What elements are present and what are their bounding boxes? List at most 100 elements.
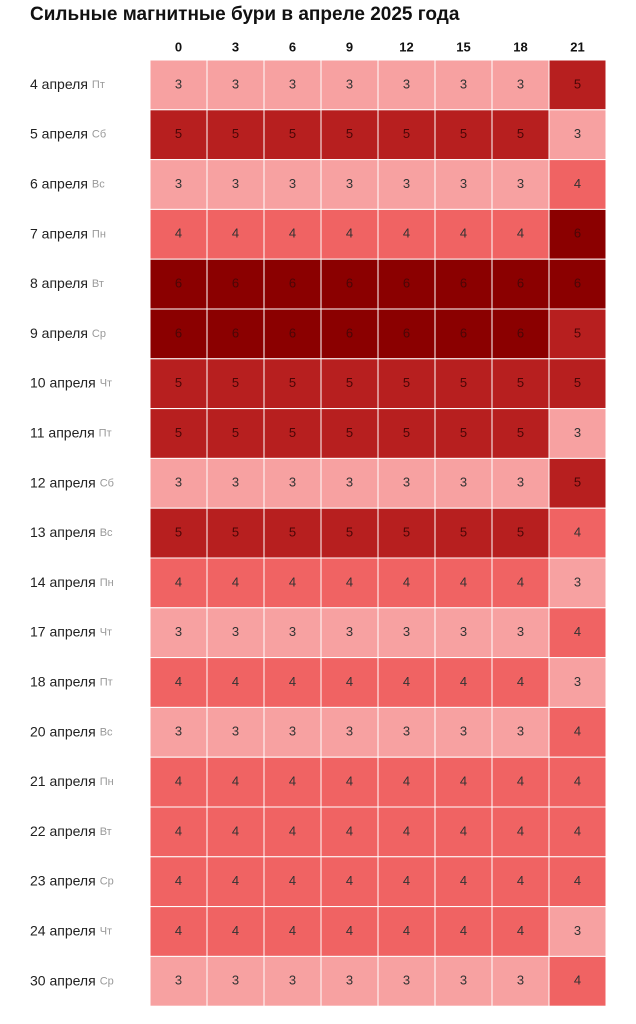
row-weekday: Ср — [100, 975, 114, 987]
heat-cell — [320, 109, 379, 161]
heat-cell — [149, 706, 208, 758]
cell-value: 5 — [232, 525, 239, 540]
row-label: 21 апреля Пн — [30, 773, 114, 789]
cell-value: 5 — [175, 375, 182, 390]
cell-value: 4 — [289, 923, 296, 938]
cell-value: 6 — [289, 276, 296, 291]
cell-value: 3 — [460, 176, 467, 191]
heat-cell — [491, 358, 550, 410]
heat-cell — [548, 159, 607, 210]
heat-cell — [206, 557, 265, 609]
cell-value: 4 — [175, 774, 182, 789]
cell-value: 4 — [574, 873, 581, 888]
cell-value: 3 — [403, 176, 410, 191]
cell-value: 4 — [289, 574, 296, 589]
row-date: 22 апреля — [30, 823, 96, 839]
column-header: 9 — [346, 39, 353, 54]
cell-value: 4 — [232, 574, 239, 589]
row-weekday: Вт — [92, 278, 104, 290]
row-label: 4 апреля Пт — [30, 76, 105, 92]
cell-value: 4 — [574, 525, 581, 540]
cell-value: 3 — [460, 973, 467, 988]
row-date: 18 апреля — [30, 673, 96, 689]
cell-value: 4 — [517, 674, 524, 689]
heat-cell — [491, 955, 550, 1007]
cell-value: 6 — [346, 276, 353, 291]
cell-value: 5 — [460, 525, 467, 540]
row-date: 13 апреля — [30, 524, 96, 540]
cell-value: 3 — [232, 724, 239, 739]
row-label: 12 апреля Сб — [30, 474, 114, 490]
cell-value: 3 — [346, 76, 353, 91]
heat-cell — [149, 59, 208, 111]
cell-value: 4 — [460, 674, 467, 689]
cell-value: 3 — [289, 973, 296, 988]
heat-cell — [434, 756, 493, 808]
cell-value: 4 — [403, 873, 410, 888]
row-date: 20 апреля — [30, 723, 96, 739]
row-date: 7 апреля — [30, 225, 88, 241]
cell-value: 4 — [460, 823, 467, 838]
cell-value: 6 — [574, 226, 581, 241]
cell-value: 5 — [175, 126, 182, 141]
cell-value: 6 — [232, 325, 239, 340]
cell-value: 4 — [289, 823, 296, 838]
row-label: 6 апреля Вс — [30, 175, 105, 191]
heat-cell — [206, 657, 265, 708]
heat-cell — [491, 308, 550, 360]
heat-cell — [206, 109, 265, 161]
row-weekday: Вт — [100, 826, 112, 838]
heat-cell — [434, 457, 493, 509]
column-header: 3 — [232, 39, 239, 54]
cell-value: 6 — [517, 276, 524, 291]
cell-value: 5 — [289, 525, 296, 540]
cell-value: 3 — [175, 475, 182, 490]
cell-value: 4 — [289, 873, 296, 888]
cell-value: 4 — [232, 674, 239, 689]
cell-value: 4 — [460, 226, 467, 241]
heat-cell — [206, 159, 265, 210]
heat-cell — [263, 607, 322, 659]
cell-value: 4 — [289, 674, 296, 689]
row-date: 12 апреля — [30, 474, 96, 490]
cell-value: 4 — [232, 873, 239, 888]
cell-value: 3 — [346, 973, 353, 988]
heat-cell — [491, 208, 550, 260]
cell-value: 5 — [460, 375, 467, 390]
heat-cell — [320, 756, 379, 808]
heat-cell — [434, 856, 493, 908]
heat-cell — [548, 906, 607, 957]
cell-value: 3 — [517, 973, 524, 988]
row-label: 20 апреля Вс — [30, 723, 113, 739]
cell-value: 4 — [460, 574, 467, 589]
cell-value: 3 — [574, 674, 581, 689]
cell-value: 5 — [346, 525, 353, 540]
cell-value: 5 — [289, 375, 296, 390]
cell-value: 3 — [175, 624, 182, 639]
cell-value: 4 — [175, 923, 182, 938]
column-header: 6 — [289, 39, 296, 54]
row-weekday: Пн — [100, 577, 114, 589]
cell-value: 3 — [460, 475, 467, 490]
row-weekday: Пн — [100, 776, 114, 788]
cell-value: 4 — [232, 774, 239, 789]
cell-value: 4 — [403, 574, 410, 589]
heat-cell — [434, 906, 493, 957]
heat-cell — [263, 159, 322, 210]
heat-cell — [377, 159, 436, 210]
heat-cell — [434, 109, 493, 161]
heat-cell — [491, 507, 550, 559]
cell-value: 3 — [289, 475, 296, 490]
cell-value: 5 — [403, 525, 410, 540]
row-weekday: Пт — [100, 676, 113, 688]
cell-value: 3 — [289, 724, 296, 739]
cell-value: 5 — [574, 76, 581, 91]
cell-value: 4 — [517, 823, 524, 838]
heat-cell — [320, 706, 379, 758]
cell-value: 3 — [403, 724, 410, 739]
row-weekday: Ср — [92, 328, 106, 340]
heat-cell — [149, 657, 208, 708]
heat-cell — [206, 308, 265, 360]
heat-cell — [377, 955, 436, 1007]
